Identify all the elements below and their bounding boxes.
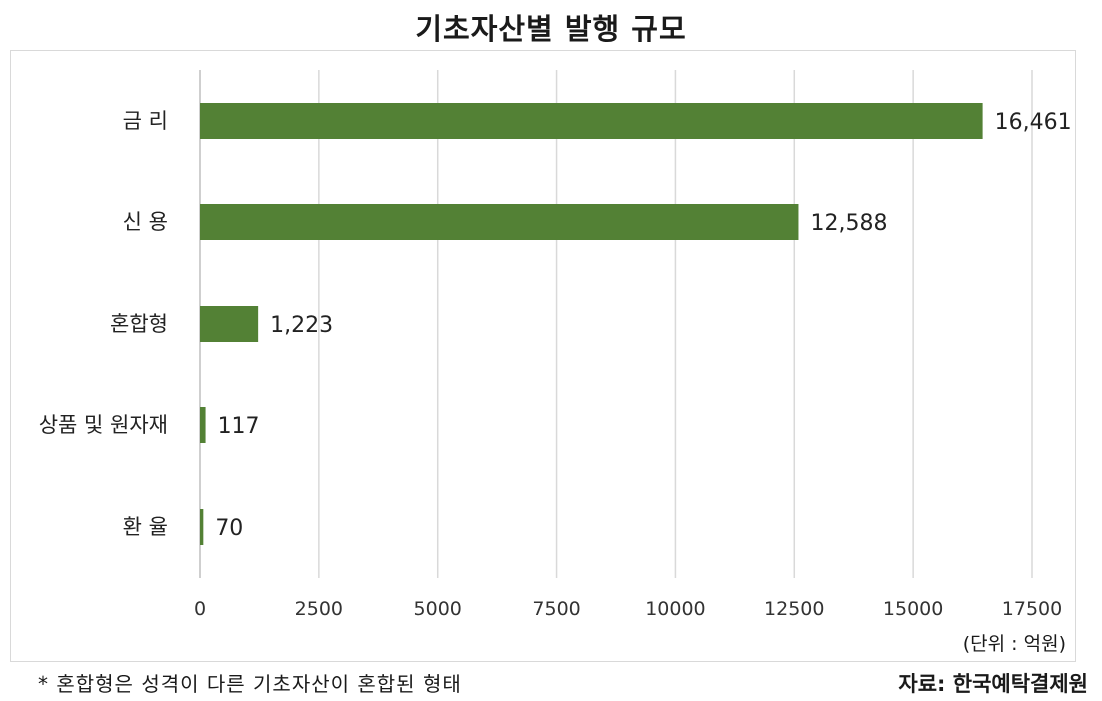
x-tick-label: 17500 xyxy=(1002,598,1062,620)
bar xyxy=(200,407,206,443)
chart-frame xyxy=(10,50,1076,662)
x-tick-label: 10000 xyxy=(645,598,705,620)
category-label: 환 율 xyxy=(123,515,168,539)
category-label: 금 리 xyxy=(123,109,168,133)
category-label: 신 용 xyxy=(123,210,168,234)
bar xyxy=(200,204,799,240)
gridlines xyxy=(199,70,1033,578)
data-label: 117 xyxy=(218,414,260,439)
bar xyxy=(200,103,983,139)
bar xyxy=(200,509,204,545)
x-tick-label: 5000 xyxy=(414,598,462,620)
category-label: 상품 및 원자재 xyxy=(39,413,168,437)
bars xyxy=(200,103,983,545)
category-label: 혼합형 xyxy=(110,312,168,336)
bar xyxy=(200,306,259,342)
unit-label: (단위 : 억원) xyxy=(962,633,1066,655)
x-tick-label: 7500 xyxy=(532,598,580,620)
x-tick-label: 15000 xyxy=(883,598,943,620)
data-label: 12,588 xyxy=(810,211,887,236)
data-label: 70 xyxy=(215,516,243,541)
footnote: * 혼합형은 성격이 다른 기초자산이 혼합된 형태 xyxy=(38,672,462,696)
x-tick-label: 12500 xyxy=(764,598,824,620)
x-tick-label: 0 xyxy=(194,598,206,620)
data-label: 16,461 xyxy=(995,110,1072,135)
x-tick-labels: 0 2500 5000 7500 10000 12500 15000 17500 xyxy=(194,598,1062,620)
x-tick-label: 2500 xyxy=(295,598,343,620)
chart-title: 기초자산별 발행 규모 xyxy=(415,12,687,46)
source-label: 자료: 한국예탁결제원 xyxy=(898,672,1088,696)
data-label: 1,223 xyxy=(270,313,333,338)
value-labels: 16,461 12,588 1,223 117 70 xyxy=(215,110,1071,541)
